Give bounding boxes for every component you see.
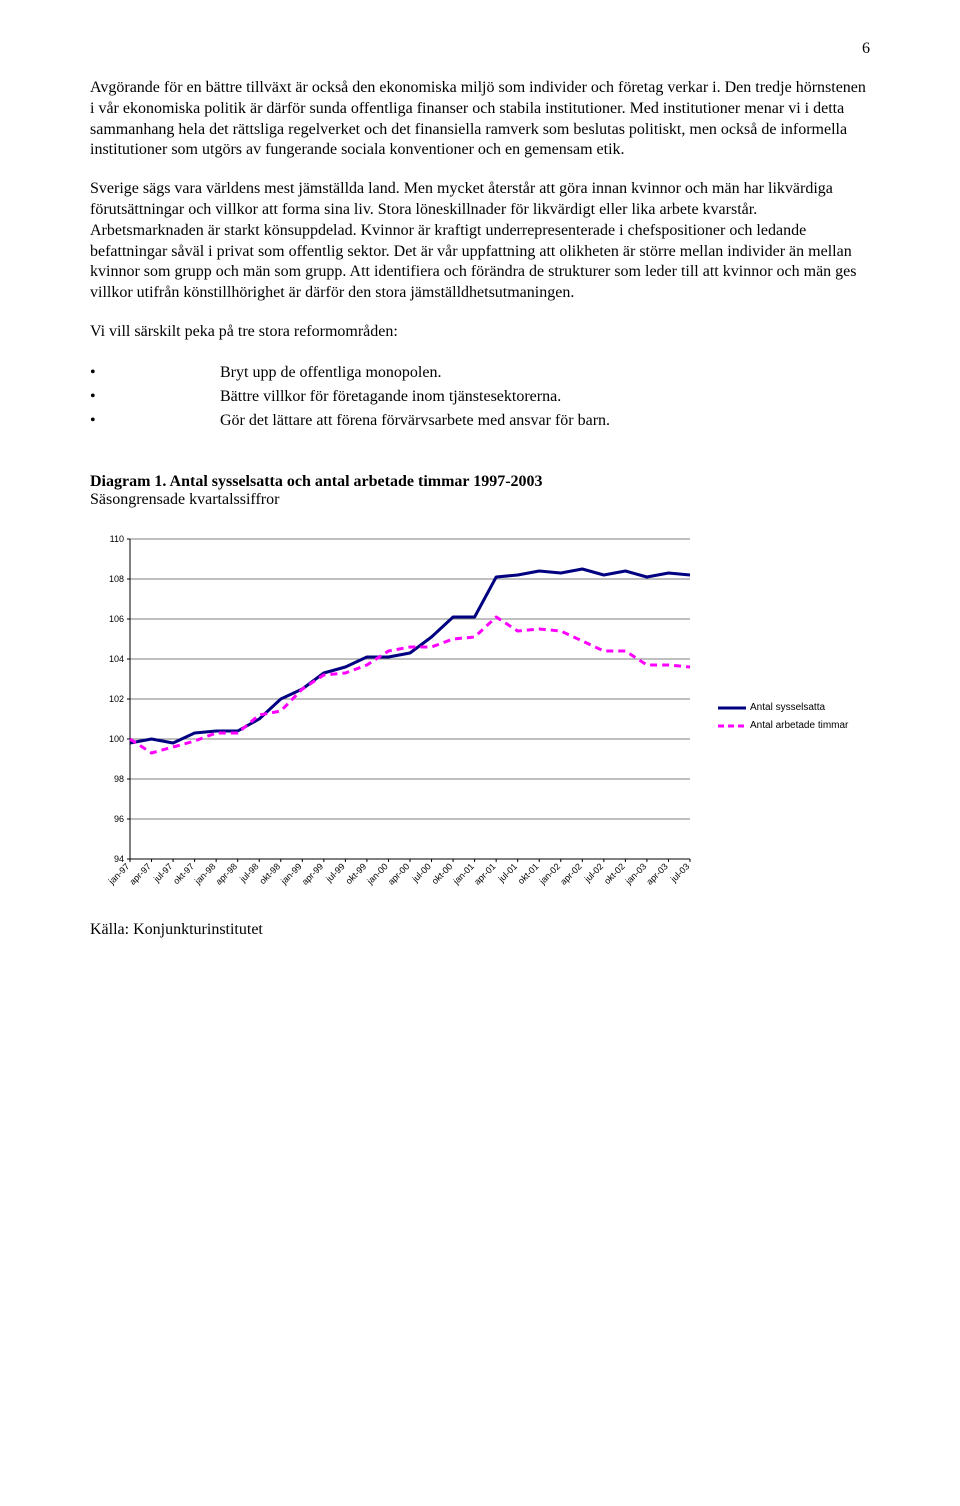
legend-item: Antal arbetade timmar	[718, 719, 848, 733]
svg-text:106: 106	[109, 614, 124, 624]
diagram-source: Källa: Konjunkturinstitutet	[90, 921, 870, 939]
svg-text:110: 110	[110, 534, 124, 544]
paragraph-3: Vi vill särskilt peka på tre stora refor…	[90, 322, 870, 343]
svg-text:104: 104	[109, 654, 124, 664]
svg-text:98: 98	[114, 774, 124, 784]
legend-swatch-dashed	[718, 719, 746, 733]
paragraph-1: Avgörande för en bättre tillväxt är ocks…	[90, 78, 870, 161]
svg-text:100: 100	[109, 734, 124, 744]
chart-legend: Antal sysselsatta Antal arbetade timmar	[718, 701, 848, 737]
line-chart: 949698100102104106108110jan-97apr-97jul-…	[90, 529, 710, 909]
bullet-item: Bättre villkor för företagande inom tjän…	[90, 385, 870, 409]
legend-item: Antal sysselsatta	[718, 701, 848, 715]
svg-text:96: 96	[114, 814, 124, 824]
svg-text:108: 108	[109, 574, 124, 584]
chart-container: 949698100102104106108110jan-97apr-97jul-…	[90, 529, 870, 909]
bullet-list: Bryt upp de offentliga monopolen. Bättre…	[90, 361, 870, 433]
bullet-item: Bryt upp de offentliga monopolen.	[90, 361, 870, 385]
svg-text:102: 102	[109, 694, 124, 704]
bullet-item: Gör det lättare att förena förvärvsarbet…	[90, 409, 870, 433]
diagram-subtitle: Säsongrensade kvartalssiffror	[90, 491, 870, 509]
diagram-title: Diagram 1. Antal sysselsatta och antal a…	[90, 473, 870, 491]
legend-swatch-solid	[718, 701, 746, 715]
page-number: 6	[90, 40, 870, 58]
legend-label: Antal arbetade timmar	[750, 720, 848, 731]
paragraph-2: Sverige sägs vara världens mest jämställ…	[90, 179, 870, 304]
legend-label: Antal sysselsatta	[750, 702, 825, 713]
